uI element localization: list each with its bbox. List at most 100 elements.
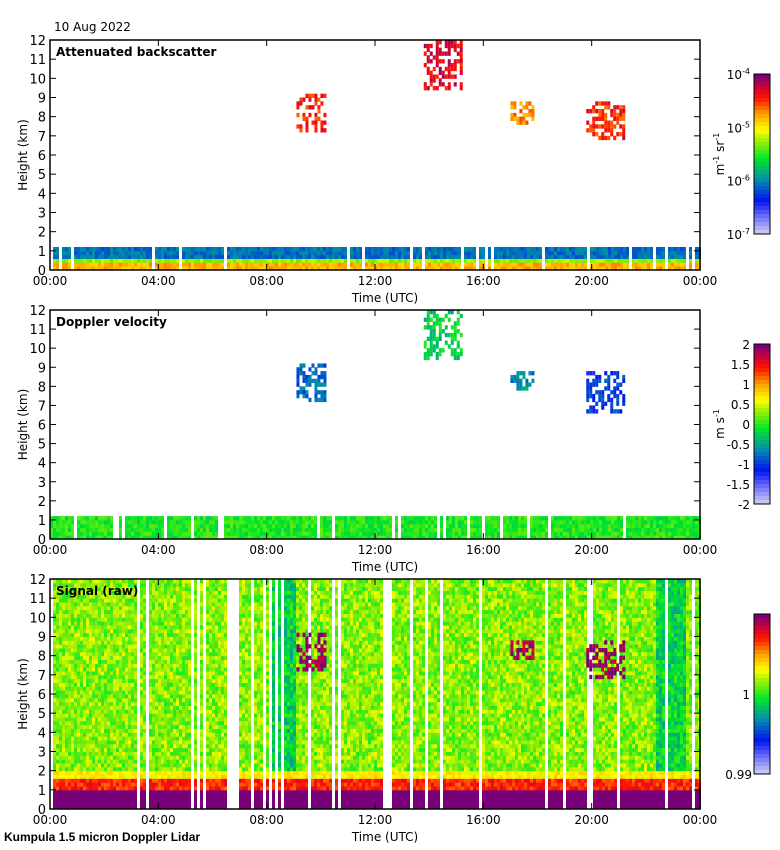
data-cell <box>383 519 386 525</box>
signal-cell <box>152 582 155 588</box>
data-cell <box>629 519 632 525</box>
data-cell <box>419 523 422 529</box>
data-cell <box>455 258 458 263</box>
data-cell <box>683 516 686 521</box>
cloud-cell <box>429 336 433 342</box>
signal-cell <box>53 636 56 641</box>
signal-cell <box>134 724 137 729</box>
data-cell <box>638 523 641 529</box>
data-cell <box>545 523 548 529</box>
data-cell <box>524 519 527 525</box>
signal-cell <box>65 732 68 737</box>
signal-cell <box>65 728 68 733</box>
signal-cell <box>110 651 113 657</box>
data-cell <box>581 254 584 259</box>
data-cell <box>152 516 155 521</box>
data-cell <box>113 254 116 259</box>
signal-cell <box>92 697 95 703</box>
signal-cell <box>101 640 104 645</box>
data-cell <box>371 250 374 256</box>
signal-cell <box>143 789 146 795</box>
data-cell <box>386 531 389 536</box>
data-cell <box>434 247 437 252</box>
signal-cell <box>95 774 98 779</box>
data-cell <box>494 258 497 263</box>
data-cell <box>119 527 122 532</box>
signal-cell <box>143 625 146 630</box>
data-cell <box>386 262 389 267</box>
data-cell <box>473 250 476 256</box>
signal-cell <box>131 720 134 726</box>
signal-cell <box>59 594 62 599</box>
data-cell <box>140 258 143 263</box>
data-cell <box>212 258 215 263</box>
data-cell <box>173 527 176 532</box>
data-cell <box>62 247 65 252</box>
signal-cell <box>125 586 128 591</box>
data-cell <box>467 254 470 259</box>
signal-cell <box>143 682 146 687</box>
cloud-cell <box>619 124 623 129</box>
data-cell <box>320 527 323 532</box>
data-cell <box>242 258 245 263</box>
signal-cell <box>56 789 59 795</box>
signal-cell <box>152 801 155 806</box>
signal-cell <box>152 743 155 749</box>
signal-cell <box>116 632 119 637</box>
data-cell <box>317 254 320 259</box>
signal-cell <box>152 774 155 779</box>
signal-cell <box>68 701 71 706</box>
data-cell <box>575 516 578 521</box>
data-cell <box>551 266 554 271</box>
data-cell <box>275 250 278 256</box>
signal-cell <box>53 759 56 764</box>
colorbar-tick-label: 2 <box>742 338 750 352</box>
data-cell <box>212 523 215 529</box>
data-cell <box>452 523 455 529</box>
cloud-cell <box>317 390 321 395</box>
cloud-cell <box>595 390 599 395</box>
signal-cell <box>62 747 65 752</box>
data-cell <box>359 250 362 256</box>
data-cell <box>479 527 482 532</box>
data-cell <box>128 250 131 256</box>
data-cell <box>458 527 461 532</box>
data-cell <box>92 254 95 259</box>
data-cell <box>254 262 257 267</box>
signal-cell <box>89 743 92 749</box>
data-cell <box>551 523 554 529</box>
data-cell <box>95 523 98 529</box>
data-cell <box>284 527 287 532</box>
data-cell <box>314 250 317 256</box>
data-cell <box>551 262 554 267</box>
data-cell <box>269 266 272 271</box>
signal-cell <box>65 648 68 653</box>
data-cell <box>176 250 179 256</box>
data-cell <box>260 519 263 525</box>
data-cell <box>692 516 695 521</box>
colorbar-swatch <box>754 456 770 461</box>
signal-cell <box>77 801 80 806</box>
cloud-cell <box>423 325 427 330</box>
cloud-cell <box>531 105 535 110</box>
cloud-cell <box>516 382 520 387</box>
data-cell <box>86 250 89 256</box>
cloud-cell <box>423 82 427 87</box>
signal-cell <box>131 655 134 660</box>
signal-cell <box>122 751 125 756</box>
signal-cell <box>101 801 104 806</box>
signal-cell <box>74 621 77 626</box>
signal-cell <box>113 632 116 637</box>
signal-cell <box>77 609 80 614</box>
signal-cell <box>98 632 101 637</box>
data-cell <box>677 531 680 536</box>
data-cell <box>77 516 80 521</box>
data-cell <box>644 247 647 252</box>
plot-area <box>53 40 701 271</box>
data-cell <box>440 519 443 525</box>
signal-cell <box>101 632 104 637</box>
data-cell <box>641 250 644 256</box>
cloud-cell <box>516 120 520 125</box>
data-cell <box>236 258 239 263</box>
cloud-cell <box>296 382 300 387</box>
